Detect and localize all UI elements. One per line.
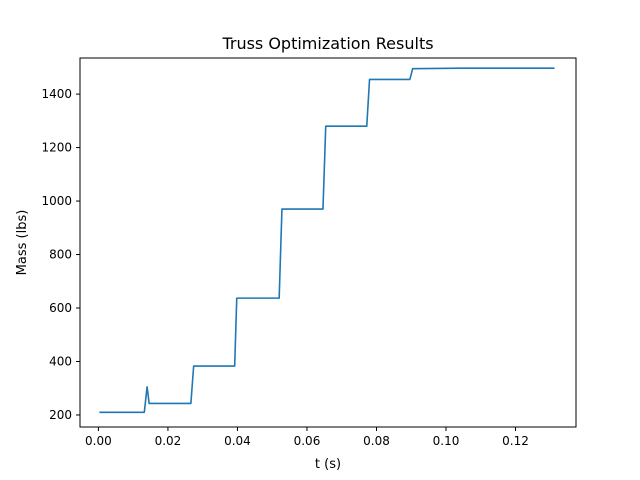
x-tick-label: 0.10 xyxy=(433,434,460,448)
x-axis: 0.00 0.02 0.04 0.06 0.08 0.10 0.12 xyxy=(85,427,529,448)
y-axis: 200 400 600 800 1000 1200 1400 xyxy=(41,87,80,422)
x-tick-label: 0.00 xyxy=(85,434,112,448)
series-layer xyxy=(99,67,555,414)
y-tick-label: 1200 xyxy=(41,141,72,155)
x-tick-label: 0.06 xyxy=(294,434,321,448)
plot-frame xyxy=(79,57,577,428)
plot-area xyxy=(80,58,576,427)
y-tick-label: 400 xyxy=(49,354,72,368)
y-tick-label: 800 xyxy=(49,248,72,262)
x-tick-label: 0.08 xyxy=(363,434,390,448)
y-axis-label: Mass (lbs) xyxy=(15,210,30,276)
x-axis-label: t (s) xyxy=(315,457,341,472)
y-tick-label: 1000 xyxy=(41,194,72,208)
y-tick-label: 1400 xyxy=(41,87,72,101)
x-tick-label: 0.02 xyxy=(155,434,182,448)
x-tick-label: 0.12 xyxy=(502,434,529,448)
y-tick-label: 200 xyxy=(49,408,72,422)
x-tick-label: 0.04 xyxy=(224,434,251,448)
chart-title: Truss Optimization Results xyxy=(221,34,433,53)
series-line-mass xyxy=(99,67,555,414)
y-tick-label: 600 xyxy=(49,301,72,315)
